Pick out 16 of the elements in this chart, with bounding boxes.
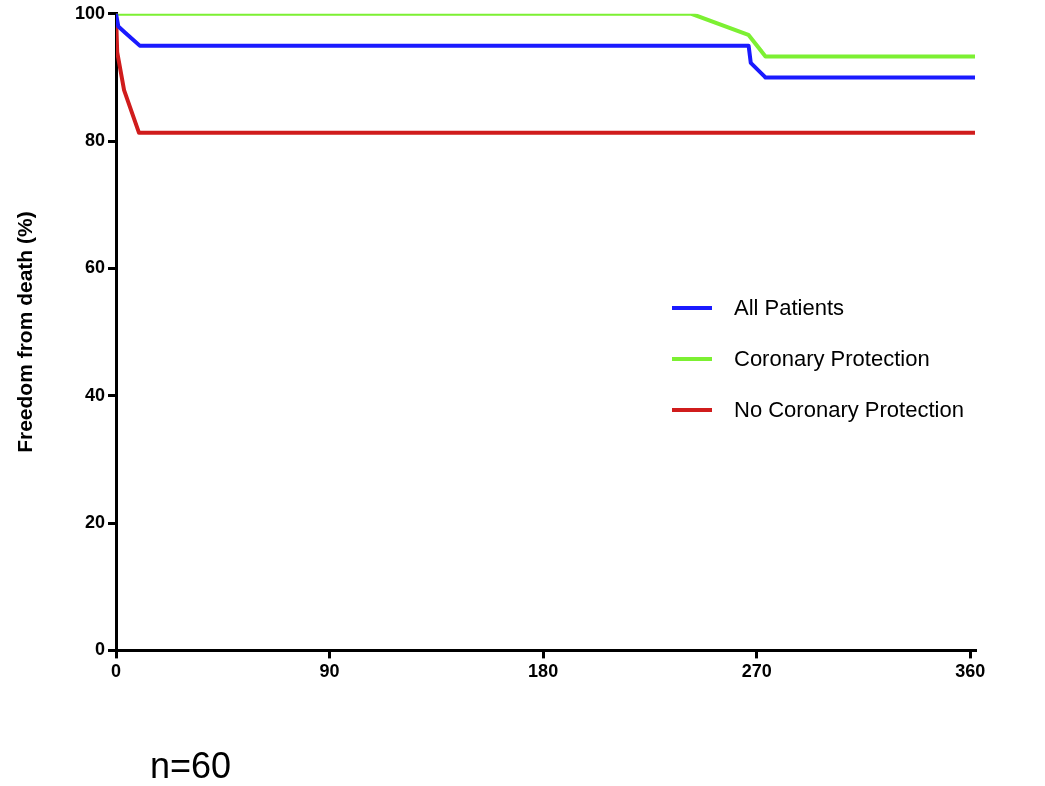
y-tick-label: 40 (84, 384, 105, 405)
y-tick-label: 60 (84, 257, 105, 278)
legend-label: All Patients (734, 294, 845, 321)
x-tick-label: 180 (528, 661, 559, 682)
y-axis-title: Freedom from death (%) (13, 211, 37, 453)
y-tick-label: 80 (84, 130, 105, 151)
y-tick-label: 20 (84, 512, 105, 533)
legend-label: Coronary Protection (734, 345, 930, 372)
x-tick-label: 270 (741, 661, 772, 682)
x-tick-label: 90 (319, 661, 340, 682)
y-tick-label: 100 (74, 2, 105, 23)
x-tick-label: 360 (955, 661, 986, 682)
x-tick-label: 0 (110, 661, 122, 682)
text: n=60 (150, 745, 232, 786)
y-tick-label: 0 (94, 639, 105, 660)
legend-label: No Coronary Protection (734, 396, 964, 423)
